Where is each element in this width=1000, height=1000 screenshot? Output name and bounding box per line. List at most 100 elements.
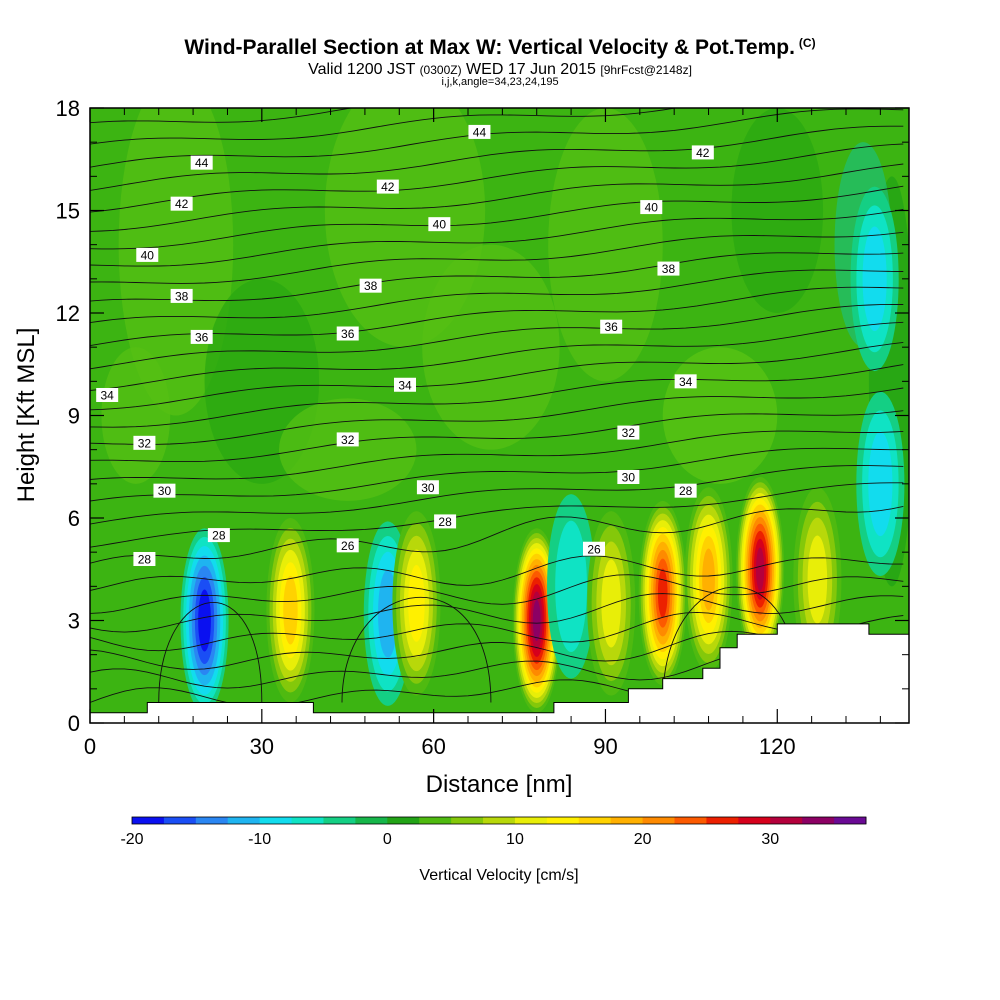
velocity-core [684, 487, 733, 672]
contour-label: 40 [136, 247, 159, 262]
contour-label: 44 [468, 124, 491, 139]
contour-label-text: 38 [175, 289, 189, 303]
velocity-band [862, 226, 887, 332]
isentrope-line [90, 574, 904, 614]
contour-label: 26 [583, 541, 605, 556]
contour-label-text: 32 [138, 436, 152, 450]
isentrope-line [90, 341, 904, 411]
isentrope-line [90, 231, 904, 284]
y-tick-label: 9 [68, 404, 80, 429]
background-patch [662, 347, 778, 484]
velocity-band [283, 576, 298, 645]
isentrope-line [90, 321, 904, 391]
colorbar-swatch [802, 817, 835, 824]
contour-label-box [96, 388, 119, 402]
y-tick-label: 12 [56, 301, 80, 326]
colorbar-swatch [419, 817, 452, 824]
contour-label-text: 30 [622, 471, 636, 485]
velocity-band [532, 599, 541, 642]
colorbar-swatch [738, 817, 771, 824]
contour-label-text: 40 [433, 218, 447, 232]
isentrope-line [90, 108, 354, 124]
isentrope-line [90, 269, 904, 324]
contour-label: 26 [336, 538, 359, 553]
contour-label-text: 30 [158, 484, 172, 498]
colorbar-swatch [323, 817, 356, 824]
contour-label: 40 [428, 217, 451, 232]
x-tick-label: 0 [84, 734, 96, 759]
contour-label-box [336, 538, 359, 553]
colorbar-swatch [227, 817, 261, 824]
y-axis-title: Height [Kft MSL] [13, 328, 40, 503]
contour-label-box [336, 432, 359, 447]
y-tick-label: 18 [56, 96, 80, 121]
colorbar-swatch [770, 817, 803, 824]
contour-label-text: 40 [141, 248, 155, 262]
isentrope-line [90, 108, 679, 145]
velocity-band [868, 431, 893, 537]
colorbar-swatch [706, 817, 739, 824]
contour-label: 40 [640, 200, 663, 215]
contour-label-box [190, 155, 213, 170]
colorbar-tick-label: 0 [383, 831, 392, 848]
colorbar-swatch [195, 817, 229, 824]
contour-label-box [657, 261, 680, 276]
isentrope-line [90, 505, 904, 564]
isentrope-line [90, 108, 904, 168]
chart-title: Wind-Parallel Section at Max W: Vertical… [0, 36, 1000, 60]
contour-label-box [133, 435, 156, 450]
contour-label-text: 38 [662, 262, 676, 276]
velocity-core [736, 477, 785, 662]
contour-label-box [434, 514, 457, 529]
contour-label-box [394, 377, 416, 392]
velocity-band [555, 520, 588, 653]
velocity-core [587, 511, 636, 696]
contour-label-box [674, 374, 697, 389]
contour-labels: 44 44 42 42 42 40 40 40 38 38 38 36 36 36 34 34 34 32 32 32… [96, 124, 714, 567]
isentrope-line [90, 252, 904, 302]
velocity-core [547, 494, 596, 679]
contour-label-box [376, 179, 399, 194]
colorbar-tick-label: 10 [506, 831, 524, 848]
isentrope-dome [341, 596, 492, 703]
colorbar-swatch [834, 817, 867, 824]
y-tick-label: 3 [68, 609, 80, 634]
contour-label-text: 32 [622, 426, 636, 440]
contour-label: 36 [600, 319, 623, 334]
velocity-core [856, 391, 905, 577]
contour-label: 42 [691, 145, 714, 160]
colorbar-swatch [674, 817, 707, 824]
contour-label-text: 36 [195, 330, 209, 344]
colorbar-swatch [514, 817, 548, 824]
velocity-band [408, 565, 425, 642]
colorbar-tick-label: 20 [634, 831, 652, 848]
isentrope-line [90, 465, 904, 525]
colorbar-swatch [610, 817, 644, 824]
contour-label-box [617, 470, 640, 484]
contour-label-text: 28 [438, 515, 452, 529]
contour-label-box [617, 425, 640, 440]
contour-label: 42 [170, 196, 193, 211]
contour-label-text: 34 [101, 389, 115, 403]
chart-subtitle: Valid 1200 JST (0300Z) WED 17 Jun 2015 [… [0, 61, 1000, 79]
forecast-info: [9hrFcst@2148z] [600, 63, 692, 77]
isentrope-line [90, 447, 904, 502]
colorbar-tick-label: -20 [120, 831, 143, 848]
contour-label: 32 [336, 432, 359, 447]
colorbar-swatch [451, 817, 484, 824]
contour-label-text: 42 [175, 197, 189, 211]
contour-label-box [416, 480, 439, 495]
contour-label-text: 36 [341, 327, 355, 341]
contour-label-box [153, 483, 176, 498]
colorbar-swatch [483, 817, 516, 824]
contour-label-text: 26 [341, 539, 355, 553]
contour-label: 42 [376, 179, 399, 194]
contour-label: 38 [657, 261, 680, 276]
isentrope-dome [158, 602, 263, 703]
contour-label: 34 [394, 377, 416, 392]
colorbar-swatch [355, 817, 388, 824]
colorbar-swatch [291, 817, 324, 824]
contour-label-text: 36 [605, 320, 619, 334]
